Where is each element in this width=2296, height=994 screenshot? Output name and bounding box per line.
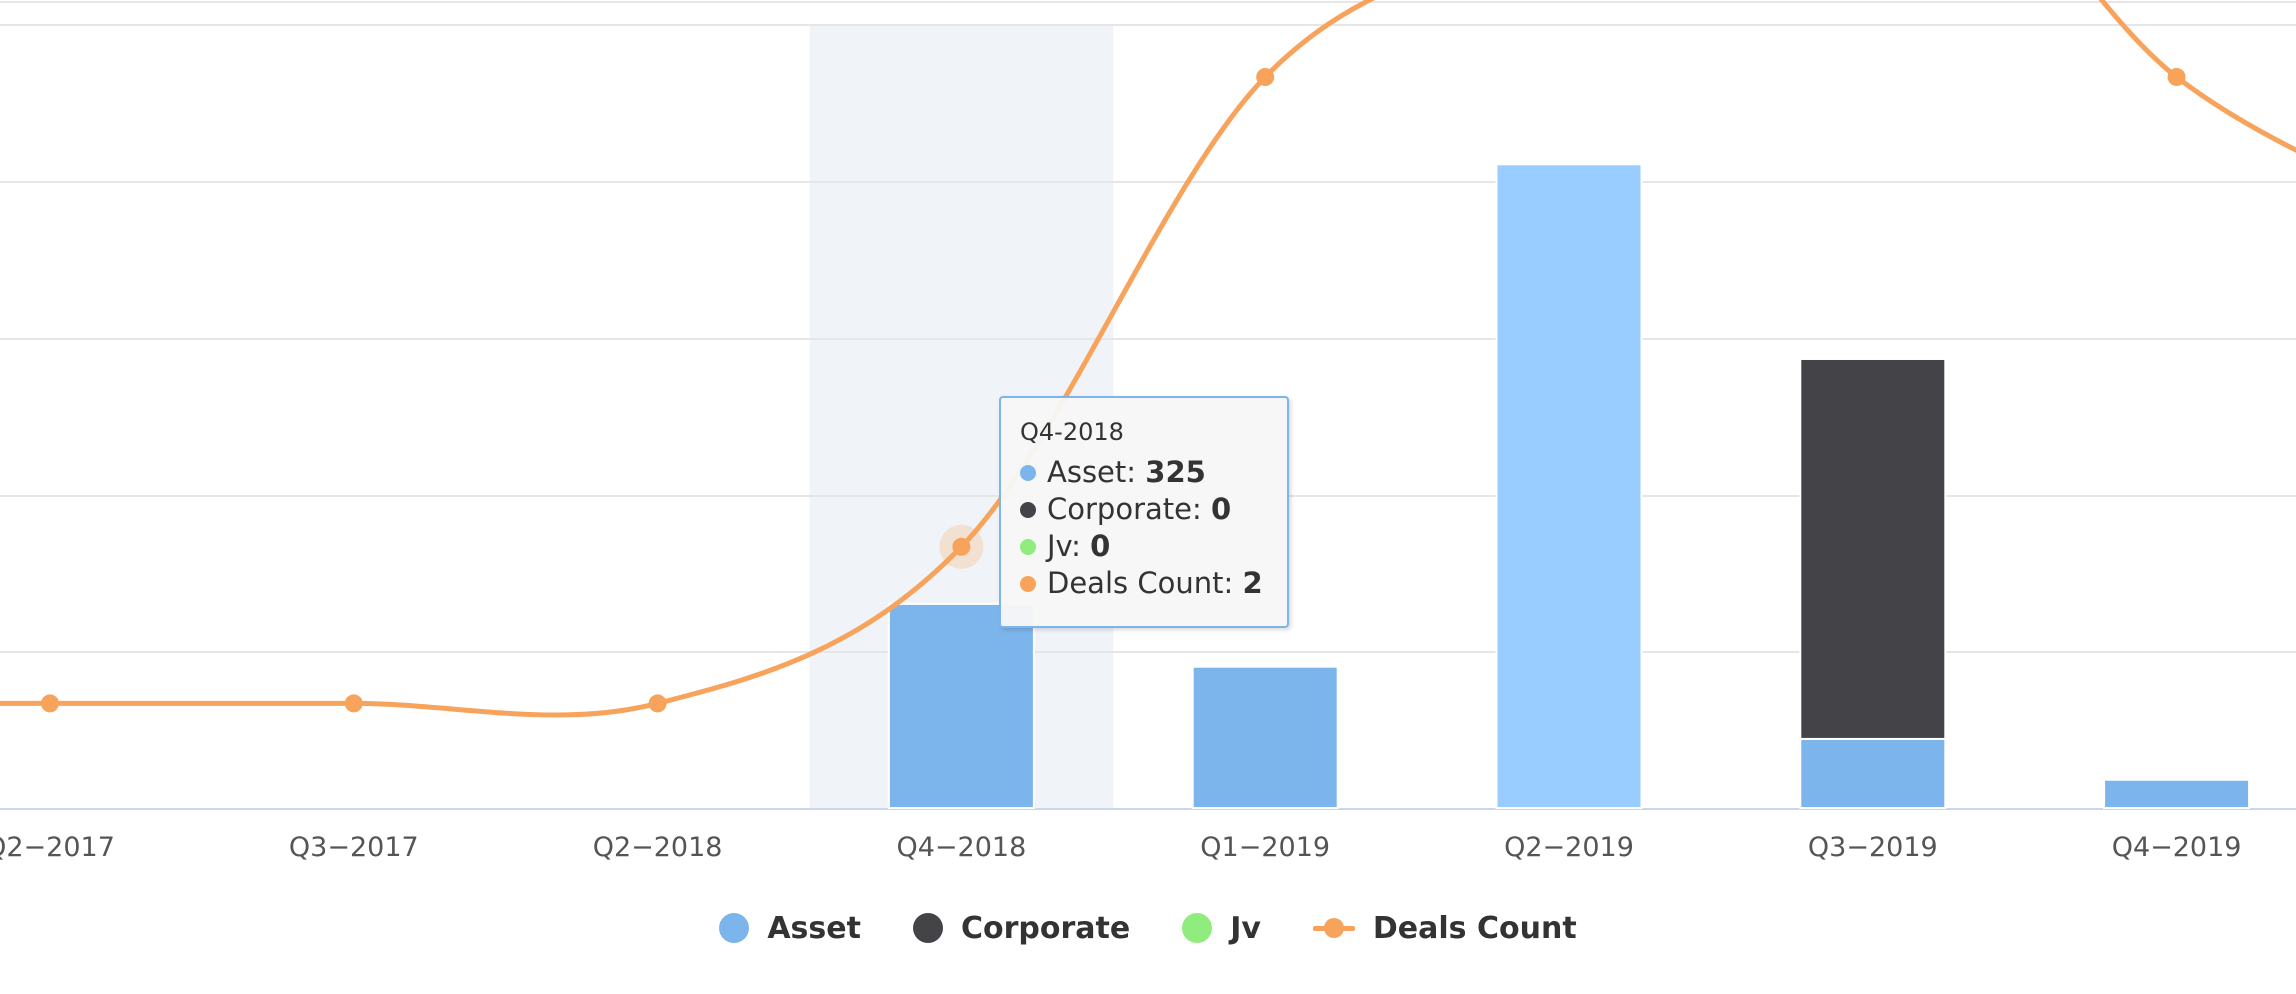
deals-count-point-q3-2017[interactable] (344, 694, 363, 713)
bar-asset-q2-2019[interactable] (1495, 163, 1643, 810)
deals-count-point-q4-2018[interactable] (952, 537, 971, 556)
chart-legend: Asset Corporate Jv Deals Count (0, 900, 2296, 956)
legend-item-deals-count[interactable]: Deals Count (1312, 910, 1577, 946)
bar-asset-q3-2019[interactable] (1799, 737, 1947, 809)
tooltip-deals-count-label: Deals Count: (1047, 566, 1234, 600)
tooltip-asset-value: 325 (1145, 455, 1206, 489)
x-tick-label: Q2−2017 (0, 832, 115, 863)
legend-item-jv[interactable]: Jv (1182, 911, 1261, 946)
x-tick-label: Q2−2019 (1504, 832, 1634, 863)
legend-corporate-label: Corporate (960, 910, 1131, 946)
chart-plot: Q2−2017 Q3−2017 Q2−2018 Q4−2018 Q1−2019 Q2−20… (0, 0, 2296, 863)
grid-lines (0, 1, 2296, 810)
legend-deals-count-line-icon (1312, 913, 1355, 943)
x-tick-label: Q1−2019 (1200, 832, 1330, 863)
tooltip-corporate-dot-icon (1020, 501, 1036, 518)
tooltip-row-asset: Asset: 325 (1020, 454, 1287, 491)
tooltip-asset-dot-icon (1020, 464, 1036, 481)
legend-deals-count-label: Deals Count (1372, 910, 1577, 946)
deals-count-point-q1-2019[interactable] (1256, 68, 1275, 86)
legend-jv-label: Jv (1230, 910, 1261, 946)
deals-count-line[interactable] (0, 0, 2296, 718)
bars-layer[interactable] (887, 163, 2251, 810)
bar-asset-q4-2018[interactable] (887, 602, 1035, 810)
x-tick-label: Q4−2018 (897, 832, 1027, 863)
x-axis-ticks: Q2−2017 Q3−2017 Q2−2018 Q4−2018 Q1−2019 Q2−20… (0, 832, 2241, 863)
legend-jv-dot-icon (1182, 913, 1213, 943)
tooltip-row-jv: Jv: 0 (1020, 528, 1287, 565)
tooltip-jv-label: Jv: (1047, 529, 1081, 563)
tooltip-corporate-value: 0 (1210, 492, 1232, 526)
bar-corporate-q3-2019[interactable] (1799, 357, 1947, 740)
legend-asset-dot-icon (719, 913, 750, 943)
tooltip-title: Q4-2018 (1020, 418, 1124, 446)
bar-asset-q4-2019[interactable] (2103, 778, 2251, 809)
legend-item-corporate[interactable]: Corporate (912, 910, 1131, 946)
x-tick-label: Q3−2017 (289, 832, 419, 863)
deals-count-point-q2-2017[interactable] (41, 694, 59, 713)
legend-asset-label: Asset (767, 910, 861, 946)
bar-asset-q1-2019[interactable] (1191, 665, 1339, 810)
legend-corporate-dot-icon (912, 913, 943, 943)
deals-count-point-q2-2018[interactable] (648, 694, 667, 713)
x-tick-label: Q2−2018 (593, 832, 723, 863)
deals-count-line-layer[interactable] (0, 0, 2296, 718)
x-tick-label: Q4−2019 (2112, 832, 2242, 863)
tooltip-jv-value: 0 (1090, 529, 1111, 563)
deals-count-point-q4-2019[interactable] (2167, 68, 2186, 86)
x-tick-label: Q3−2019 (1808, 832, 1938, 863)
tooltip-jv-dot-icon (1020, 538, 1036, 555)
tooltip-row-deals-count: Deals Count: 2 (1020, 565, 1287, 602)
tooltip-row-corporate: Corporate: 0 (1020, 491, 1287, 528)
legend-item-asset[interactable]: Asset (719, 911, 861, 946)
tooltip-deals-count-value: 2 (1242, 566, 1263, 600)
tooltip: Q4-2018 Asset: 325 Corporate: 0 Jv: 0 De… (999, 396, 1289, 628)
tooltip-deals-count-dot-icon (1020, 575, 1036, 592)
tooltip-asset-label: Asset: (1047, 455, 1137, 489)
tooltip-corporate-label: Corporate: (1047, 492, 1202, 526)
